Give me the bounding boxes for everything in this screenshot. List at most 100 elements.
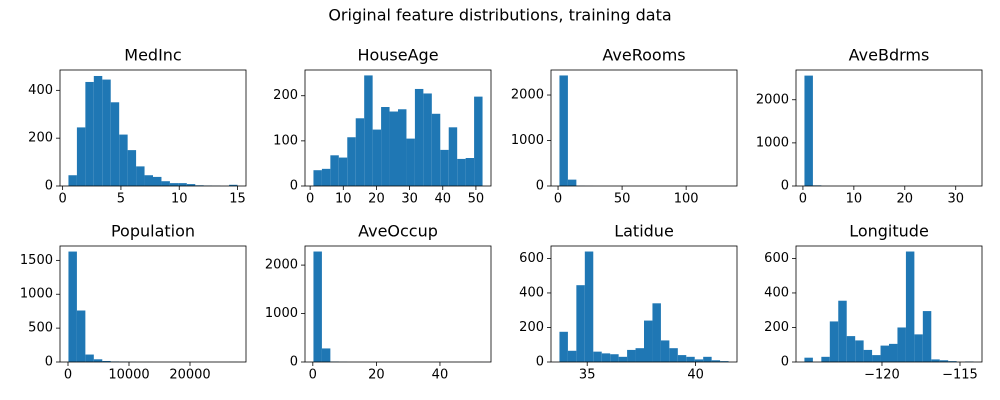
x-tick-label: 5 — [117, 192, 125, 207]
y-tick-label: 200 — [273, 88, 298, 103]
bar — [559, 331, 568, 362]
bar — [85, 354, 94, 362]
subplot-title: AveBdrms — [849, 46, 930, 65]
x-tick-label: 0 — [799, 192, 807, 207]
bar — [635, 348, 644, 362]
x-tick-label: 30 — [401, 192, 418, 207]
bar — [601, 353, 611, 362]
bar — [406, 138, 415, 186]
bar — [93, 75, 103, 186]
bar — [68, 175, 77, 186]
x-tick-label: 15 — [229, 192, 246, 207]
x-tick-label: 0 — [306, 192, 314, 207]
bar — [389, 111, 398, 186]
bar — [153, 176, 162, 186]
bar — [897, 327, 906, 362]
subplot-title: AveRooms — [602, 46, 685, 65]
bar — [931, 359, 940, 362]
axes-frame — [59, 245, 247, 363]
bar — [431, 113, 441, 186]
bar — [669, 348, 678, 362]
bar — [804, 357, 813, 362]
bar — [677, 355, 687, 362]
x-tick-label: 50 — [468, 192, 485, 207]
y-tick-label: 0 — [290, 179, 298, 194]
axes-frame — [304, 245, 492, 363]
bar — [93, 359, 103, 362]
bar — [355, 118, 365, 186]
bar — [229, 184, 238, 186]
x-tick-label: 100 — [674, 192, 699, 207]
y-tick-label: 1000 — [511, 133, 544, 148]
bar — [414, 88, 424, 186]
axes-frame — [550, 245, 738, 363]
bar — [880, 345, 889, 362]
y-tick-label: 1500 — [20, 253, 53, 268]
bar — [178, 183, 187, 186]
bar — [102, 79, 111, 186]
bar — [321, 348, 331, 362]
y-tick-label: 400 — [764, 285, 789, 300]
bar — [457, 158, 466, 186]
bar — [618, 356, 628, 362]
y-tick-label: 500 — [28, 321, 53, 336]
axes-frame — [304, 69, 492, 187]
bar — [423, 93, 432, 186]
x-tick-label: 40 — [434, 192, 451, 207]
x-tick-label: 10 — [846, 192, 863, 207]
bar — [381, 107, 390, 186]
bar — [846, 336, 856, 362]
x-tick-label: 30 — [947, 192, 964, 207]
bar — [939, 360, 949, 362]
bar — [448, 127, 458, 186]
y-tick-label: 2000 — [511, 88, 544, 103]
x-tick-label: 10 — [335, 192, 352, 207]
x-tick-label: 10 — [171, 192, 188, 207]
bar — [720, 361, 729, 362]
bar — [905, 251, 915, 362]
bar — [144, 175, 153, 186]
bar — [694, 359, 704, 362]
axes-frame — [59, 69, 247, 187]
x-tick-label: −115 — [942, 368, 978, 383]
bar — [347, 137, 356, 186]
y-tick-label: 2000 — [265, 258, 298, 273]
bar — [804, 75, 813, 186]
y-tick-label: 400 — [28, 83, 53, 98]
subplot-title: MedInc — [124, 46, 181, 65]
bar — [821, 356, 830, 362]
axes-frame — [795, 245, 983, 363]
y-tick-label: 200 — [519, 320, 544, 335]
y-tick-label: 0 — [536, 179, 544, 194]
bar — [838, 300, 847, 362]
bar — [889, 343, 898, 362]
bar — [567, 350, 577, 362]
bar — [474, 96, 483, 186]
subplot-title: HouseAge — [357, 46, 438, 65]
bar — [313, 251, 322, 362]
bar — [567, 179, 577, 186]
axes-frame — [795, 69, 983, 187]
x-tick-label: 20000 — [169, 368, 210, 383]
y-tick-label: 2000 — [756, 92, 789, 107]
bar — [465, 158, 475, 186]
y-tick-label: 0 — [536, 355, 544, 370]
bar — [321, 168, 331, 186]
y-tick-label: 600 — [764, 251, 789, 266]
bar — [127, 150, 137, 186]
x-tick-label: 40 — [432, 368, 449, 383]
figure-title: Original feature distributions, training… — [328, 6, 671, 25]
bar — [313, 170, 322, 186]
bar — [372, 129, 382, 186]
bar — [593, 351, 602, 362]
y-tick-label: 0 — [45, 355, 53, 370]
x-tick-label: −120 — [864, 368, 900, 383]
bar — [686, 356, 695, 362]
bar — [922, 311, 932, 362]
x-tick-label: 20 — [897, 192, 914, 207]
y-tick-label: 1000 — [756, 135, 789, 150]
y-tick-label: 1000 — [265, 306, 298, 321]
bar — [948, 361, 957, 362]
bar — [110, 102, 120, 186]
bar — [644, 320, 653, 362]
